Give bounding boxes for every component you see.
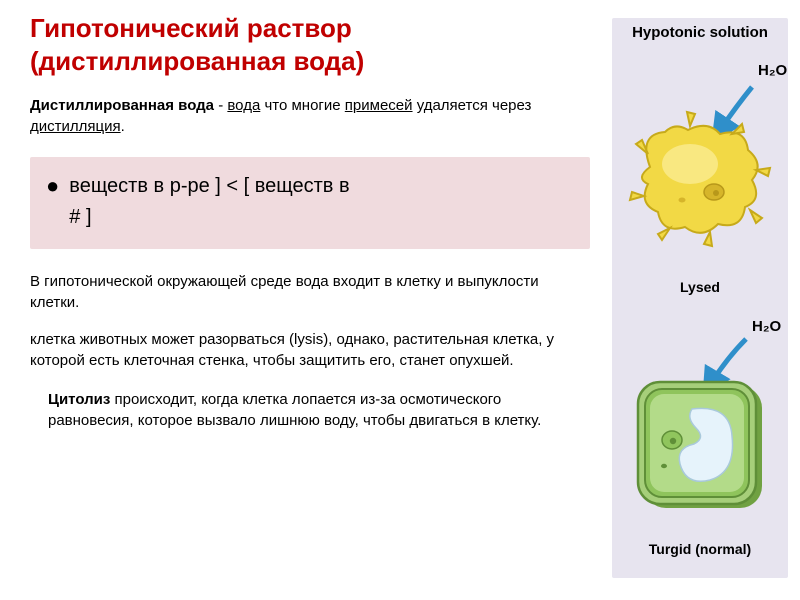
def-link-3: дистилляция	[30, 118, 121, 135]
plant-organelle	[661, 464, 667, 468]
h2o-label-top: H₂O	[758, 62, 787, 79]
formula-line1: веществ в р-ре ] < [ веществ в	[69, 171, 349, 202]
def-mid1: что многие	[260, 97, 345, 114]
formula-line2: # ]	[69, 202, 349, 233]
definition-block: Дистиллированная вода - вода что многие …	[30, 95, 590, 137]
paragraph-2: клетка животных может разорваться (lysis…	[30, 329, 590, 371]
def-dash: -	[214, 97, 227, 114]
lysed-highlight	[662, 144, 718, 184]
def-mid2: удаляется через	[413, 97, 532, 114]
panel-title: Hypotonic solution	[612, 18, 788, 41]
animal-cell-diagram: H₂O	[612, 47, 788, 295]
title-sub: (дистиллированная вода)	[30, 45, 590, 78]
page-title: Гипотонический раствор (дистиллированная…	[30, 12, 590, 77]
plant-cell-diagram: H₂O	[612, 309, 788, 557]
para3-rest: происходит, когда клетка лопается из-за …	[48, 391, 541, 429]
caption-lysed: Lysed	[612, 279, 788, 295]
def-link-2: примесей	[345, 97, 413, 114]
paragraph-3: Цитолиз происходит, когда клетка лопаетс…	[30, 389, 590, 431]
bullet-dot: ●	[46, 175, 59, 197]
lysed-organelle	[679, 198, 686, 203]
caption-turgid: Turgid (normal)	[612, 541, 788, 557]
paragraph-1: В гипотонической окружающей среде вода в…	[30, 271, 590, 313]
h2o-label-bottom: H₂O	[752, 318, 781, 335]
para3-bold: Цитолиз	[48, 391, 110, 408]
def-link-1: вода	[227, 97, 260, 114]
water-arrow-top	[714, 87, 752, 139]
def-term: Дистиллированная вода	[30, 97, 214, 114]
title-main: Гипотонический	[30, 13, 240, 43]
title-suffix: раствор	[240, 13, 352, 43]
def-end: .	[121, 118, 125, 135]
hypotonic-panel: Hypotonic solution H₂O	[612, 18, 788, 578]
plant-cell-svg: H₂O	[612, 309, 788, 539]
animal-cell-svg: H₂O	[612, 47, 788, 277]
formula-box: ● веществ в р-ре ] < [ веществ в # ]	[30, 157, 590, 249]
